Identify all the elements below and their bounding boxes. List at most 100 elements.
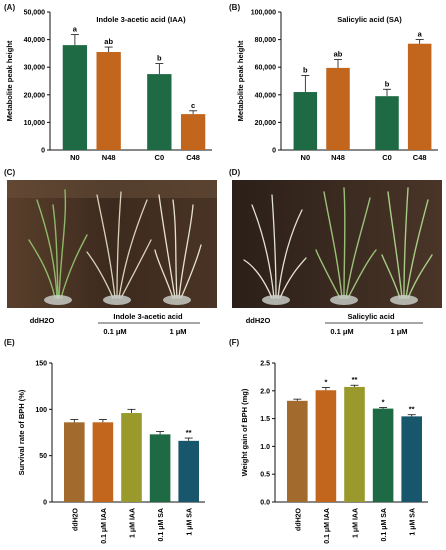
label-ddh2o-c: ddH2O [30, 316, 55, 325]
bar [149, 434, 171, 502]
bar [180, 114, 206, 150]
chart-title: Indole 3-acetic acid (IAA) [96, 15, 186, 24]
panel-label-d: (D) [229, 168, 241, 177]
significance-label: ** [186, 428, 192, 437]
y-tick-label: 0 [41, 148, 45, 155]
panel-label-f: (F) [229, 338, 240, 347]
treatment-labels-sa: ddH2O Salicylic acid 0.1 μM 1 μM [246, 312, 423, 336]
y-tick-label: 0 [43, 500, 47, 507]
bar [92, 422, 114, 502]
y-tick-label: 80,000 [255, 37, 277, 44]
y-tick-label: 60,000 [255, 65, 277, 72]
bar [372, 408, 394, 502]
y-tick-label: 30,000 [24, 65, 46, 72]
x-tick-label: 1 μM SA [187, 508, 194, 536]
panel-label-e: (E) [4, 338, 15, 347]
y-tick-label: 100 [35, 407, 47, 414]
x-tick-label: C0 [155, 153, 165, 162]
bar [326, 67, 350, 150]
significance-label: ab [334, 50, 343, 59]
chart-f: 0.0 0.5 1.0 1.5 2.0 2.5 Weight gain of BPH (mg… [240, 361, 428, 544]
label-conc1-sa: 0.1 μM [330, 327, 353, 336]
bar [287, 400, 308, 502]
x-tick-label: N0 [301, 153, 311, 162]
y-tick-label: 2.5 [260, 361, 270, 368]
chart-e: 0 50 100 150 Survival rate of BPH (%) ddH2O 0.… [17, 361, 205, 544]
y-tick-label: 0 [272, 148, 276, 155]
label-conc2-sa: 1 μM [390, 327, 407, 336]
significance-label: b [157, 54, 162, 63]
significance-label: ** [352, 375, 358, 384]
label-ddh2o-d: ddH2O [246, 316, 271, 325]
plant-photo-sa-image [232, 180, 442, 308]
y-axis-title: Metabolite peak height [5, 40, 14, 121]
x-tick-label: ddH2O [295, 507, 302, 531]
treatment-labels-iaa: ddH2O Indole 3-acetic acid 0.1 μM 1 μM [30, 312, 200, 336]
x-tick-label: 0.1 μM SA [158, 508, 165, 541]
y-tick-label: 2.0 [260, 388, 270, 395]
y-tick-label: 0.5 [260, 472, 270, 479]
bar [375, 96, 399, 150]
panel-label-a: (A) [4, 3, 16, 12]
significance-label: a [73, 25, 78, 34]
bar [407, 43, 432, 150]
x-tick-label: ddH2O [72, 507, 79, 531]
significance-label: b [385, 79, 390, 88]
panel-label-b: (B) [229, 3, 241, 12]
x-tick-label: C48 [413, 153, 427, 162]
y-tick-label: 0.0 [260, 500, 270, 507]
chart-b: 0 20,000 40,000 60,000 80,000 100,000 Metaboli… [236, 10, 438, 162]
plant-photo-iaa [7, 180, 217, 308]
significance-label: a [418, 30, 423, 39]
x-tick-label: N48 [102, 153, 116, 162]
bar [64, 422, 85, 502]
x-tick-label: 0.1 μM IAA [324, 508, 331, 544]
y-tick-label: 40,000 [255, 92, 277, 99]
bar [401, 416, 422, 502]
x-tick-label: C0 [382, 153, 392, 162]
bar [121, 413, 142, 502]
y-tick-label: 40,000 [24, 37, 46, 44]
label-group-sa: Salicylic acid [347, 312, 395, 321]
bar [344, 386, 365, 502]
chart-title: Salicylic acid (SA) [337, 15, 402, 24]
label-conc1-iaa: 0.1 μM [103, 327, 126, 336]
plant-photo-iaa-image [7, 180, 217, 308]
y-tick-label: 100,000 [251, 10, 276, 17]
bar [62, 45, 88, 151]
y-tick-label: 10,000 [24, 120, 46, 127]
y-axis-title: Survival rate of BPH (%) [17, 389, 26, 475]
x-tick-label: 1 μM SA [410, 508, 417, 536]
y-tick-label: 20,000 [24, 92, 46, 99]
label-group-iaa: Indole 3-acetic acid [113, 312, 183, 321]
x-tick-label: 0.1 μM IAA [101, 508, 108, 544]
significance-label: * [382, 397, 385, 406]
x-tick-label: 1 μM IAA [353, 508, 360, 538]
significance-label: * [324, 377, 327, 386]
x-tick-label: C48 [186, 153, 200, 162]
x-tick-label: 0.1 μM SA [381, 508, 388, 541]
y-tick-label: 50 [39, 453, 47, 460]
bar [315, 390, 337, 502]
y-axis-title: Metabolite peak height [236, 40, 245, 121]
significance-label: ** [409, 405, 415, 414]
panel-label-c: (C) [4, 168, 16, 177]
x-tick-label: N48 [331, 153, 345, 162]
y-axis-title: Weight gain of BPH (mg) [240, 388, 249, 476]
y-tick-label: 150 [35, 361, 47, 368]
label-conc2-iaa: 1 μM [169, 327, 186, 336]
bar [147, 74, 172, 150]
x-tick-label: 1 μM IAA [130, 508, 137, 538]
bar [178, 440, 199, 502]
bar [293, 92, 318, 150]
bar [96, 52, 121, 150]
chart-a: 0 10,000 20,000 30,000 40,000 50,000 Metabolit… [5, 10, 212, 162]
plant-photo-sa [232, 180, 442, 308]
y-tick-label: 50,000 [24, 10, 46, 17]
y-tick-label: 1.5 [260, 416, 270, 423]
significance-label: b [303, 65, 308, 74]
significance-label: c [191, 101, 195, 110]
significance-label: ab [104, 37, 113, 46]
y-tick-label: 20,000 [255, 120, 277, 127]
x-tick-label: N0 [70, 153, 80, 162]
